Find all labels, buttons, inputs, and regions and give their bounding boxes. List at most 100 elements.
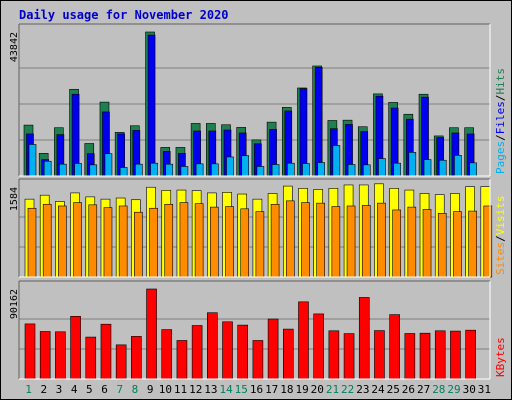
y-max-label: 90162	[9, 289, 20, 319]
y-max-label: 1584	[9, 187, 20, 211]
bar-sites	[392, 209, 401, 278]
x-tick-label: 2	[40, 383, 47, 396]
bar-kbytes	[267, 318, 279, 380]
bar-files	[299, 88, 308, 177]
bar-sites	[240, 208, 250, 278]
bar-kbytes	[55, 331, 66, 380]
series-legend: KBytes	[494, 337, 507, 377]
bar-pages	[43, 160, 52, 177]
chart-title: Daily usage for November 2020	[19, 8, 229, 22]
bar-kbytes	[404, 333, 416, 380]
bar-sites	[118, 205, 128, 278]
bar-pages	[302, 163, 310, 177]
bar-sites	[377, 202, 386, 278]
bar-pages	[347, 164, 356, 177]
bar-kbytes	[146, 288, 157, 380]
x-tick-label: 14	[219, 383, 233, 396]
bar-kbytes	[252, 340, 264, 380]
bar-sites	[316, 202, 325, 278]
bar-kbytes	[389, 314, 400, 380]
legend-entry: Hits	[494, 68, 507, 95]
bar-sites	[255, 211, 265, 278]
bar-sites	[73, 202, 82, 278]
x-tick-label: 30	[463, 383, 476, 396]
bar-pages	[362, 164, 371, 177]
bar-sites	[179, 202, 189, 278]
series-legend: Sites/Visits	[494, 196, 507, 276]
bar-pages	[469, 162, 477, 177]
bar-kbytes	[358, 297, 370, 380]
bar-kbytes	[70, 316, 81, 380]
bar-sites	[468, 210, 477, 278]
x-tick-label: 23	[356, 383, 369, 396]
bar-pages	[180, 166, 189, 177]
x-axis-labels: 1 2 3 4 5 6 7 8 9 10 11 12 13 14 15 16 17 18 19 20 21 22 23 24 2…	[25, 383, 491, 396]
bar-sites	[437, 213, 447, 278]
y-axis-labels: 43842 1584 90162	[9, 32, 20, 319]
bar-sites	[134, 211, 143, 278]
bar-sites	[407, 206, 417, 278]
x-tick-label: 4	[71, 383, 78, 396]
bar-pages	[271, 164, 280, 177]
bar-kbytes	[374, 330, 385, 380]
bar-sites	[453, 211, 462, 278]
bar-pages	[454, 155, 462, 177]
bar-kbytes	[313, 313, 324, 380]
bar-pages	[378, 158, 386, 177]
bar-kbytes	[39, 331, 51, 380]
bar-pages	[286, 162, 295, 177]
x-tick-label: 13	[204, 383, 217, 396]
bar-pages	[119, 167, 128, 177]
bar-kbytes	[450, 330, 461, 380]
bar-sites	[483, 205, 493, 278]
bar-pages	[256, 166, 265, 177]
x-tick-label: 19	[295, 383, 308, 396]
x-tick-label: 22	[341, 383, 354, 396]
x-tick-label: 24	[371, 383, 385, 396]
bars	[23, 31, 493, 380]
bar-kbytes	[131, 336, 142, 380]
bar-sites	[164, 203, 174, 278]
legend-entry: /	[494, 235, 507, 242]
bar-kbytes	[207, 312, 218, 380]
legend-entry: Files	[494, 101, 507, 134]
legend-entry: Visits	[494, 196, 507, 236]
bar-sites	[88, 204, 98, 278]
series-legend: Pages/Files/Hits	[494, 68, 507, 174]
x-tick-label: 16	[250, 383, 263, 396]
bar-kbytes	[419, 332, 431, 380]
bar-files	[147, 34, 156, 177]
bar-kbytes	[343, 333, 355, 380]
bar-kbytes	[115, 344, 127, 380]
x-tick-label: 12	[189, 383, 202, 396]
bar-pages	[89, 164, 98, 177]
x-tick-label: 1	[25, 383, 32, 396]
legend-entry: KBytes	[494, 337, 507, 377]
bar-sites	[58, 205, 67, 278]
bar-pages	[150, 162, 158, 177]
bar-kbytes	[222, 321, 233, 380]
x-tick-label: 15	[235, 383, 248, 396]
x-tick-label: 9	[147, 383, 154, 396]
legend-entry: /	[494, 134, 507, 141]
bar-kbytes	[161, 329, 173, 380]
x-tick-label: 11	[174, 383, 187, 396]
bar-sites	[210, 206, 219, 278]
bar-files	[314, 66, 323, 177]
bar-pages	[28, 144, 37, 177]
bar-sites	[285, 200, 295, 278]
bar-sites	[149, 207, 158, 278]
x-tick-label: 7	[116, 383, 123, 396]
bar-kbytes	[191, 325, 203, 380]
bar-sites	[225, 206, 234, 278]
x-tick-label: 25	[387, 383, 400, 396]
bar-kbytes	[298, 301, 309, 380]
bar-pages	[423, 159, 432, 177]
legend-entry: Pages	[494, 141, 507, 174]
x-tick-label: 29	[447, 383, 460, 396]
bar-kbytes	[328, 330, 340, 380]
bar-sites	[422, 209, 432, 278]
bar-pages	[332, 145, 341, 177]
x-tick-label: 27	[417, 383, 430, 396]
